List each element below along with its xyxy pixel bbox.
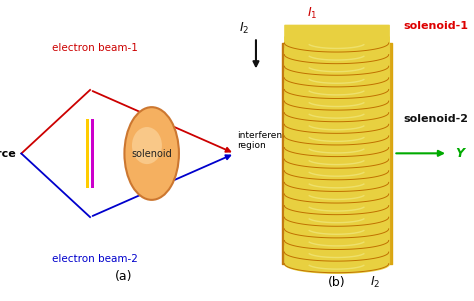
Text: (b): (b): [328, 276, 346, 289]
Ellipse shape: [132, 127, 162, 164]
Bar: [91, 119, 94, 188]
Text: $I_2$: $I_2$: [238, 21, 249, 36]
Text: (a): (a): [115, 270, 132, 283]
Text: electron beam-1: electron beam-1: [52, 43, 138, 53]
Text: solenoid-2: solenoid-2: [403, 114, 468, 124]
Text: Z: Z: [360, 0, 369, 3]
Text: solenoid: solenoid: [131, 148, 172, 159]
Text: $I_1$: $I_1$: [307, 6, 318, 21]
Text: Y: Y: [455, 147, 464, 160]
Text: interference
region: interference region: [237, 131, 293, 150]
Text: source: source: [0, 148, 17, 159]
Text: solenoid-1: solenoid-1: [403, 21, 468, 31]
Text: $I_2$: $I_2$: [370, 275, 380, 290]
Text: electron beam-2: electron beam-2: [52, 254, 138, 264]
Ellipse shape: [124, 107, 179, 200]
Bar: [86, 119, 89, 188]
